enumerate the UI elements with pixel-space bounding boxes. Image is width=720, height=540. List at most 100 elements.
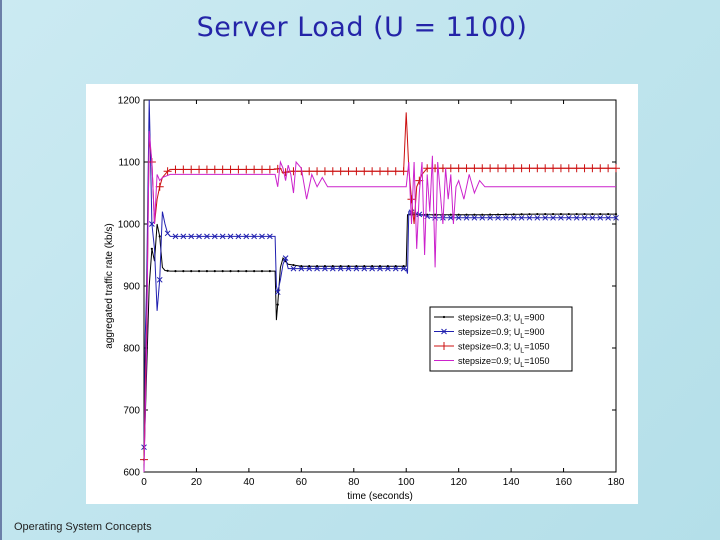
series-2-marker (518, 214, 525, 221)
series-3-marker (163, 167, 172, 176)
legend-item: stepsize=0.3; UL=1050 (434, 342, 549, 355)
series-1-marker (205, 270, 209, 273)
series-3-marker (218, 165, 227, 174)
series-3-marker (501, 164, 510, 173)
series-2-marker (581, 214, 588, 221)
series-3-marker (478, 164, 487, 173)
series-2-marker (392, 265, 399, 272)
series-3-marker (596, 164, 605, 173)
series-2-marker (416, 211, 423, 218)
series-3-marker (509, 164, 518, 173)
x-tick-label: 40 (243, 477, 255, 488)
series-1-marker (402, 265, 405, 268)
plot-area (143, 99, 617, 473)
series-3-marker (541, 164, 550, 173)
series-3-marker (202, 165, 211, 174)
series-3-marker (376, 167, 384, 176)
series-2-marker (597, 214, 604, 221)
series-1-marker (489, 213, 492, 216)
series-3-marker (391, 167, 400, 176)
series-1-marker (300, 265, 303, 268)
x-tick-label: 100 (398, 477, 415, 488)
series-2-marker (282, 255, 289, 261)
series-3-marker (415, 176, 424, 185)
series-1-marker (276, 303, 279, 306)
series-1-marker (315, 265, 319, 268)
series-1-marker (260, 270, 264, 273)
legend-swatch-marker (440, 342, 448, 350)
series-1-marker (371, 265, 374, 268)
series-2-marker (314, 265, 320, 272)
series-3-marker (580, 164, 589, 173)
series-3-marker (470, 164, 479, 173)
slide-footer: Operating System Concepts (14, 521, 152, 533)
legend-label: stepsize=0.3; UL=1050 (458, 342, 549, 355)
series-3-marker (494, 164, 502, 173)
y-tick-label: 1100 (118, 158, 140, 169)
series-2-marker (164, 230, 171, 237)
y-axis-label: aggregated traffic rate (kb/s) (104, 223, 115, 348)
series-2-marker (377, 265, 383, 272)
series-2-marker (385, 265, 391, 272)
series-2-marker (495, 214, 501, 221)
series-2-marker (259, 233, 265, 240)
series-3-marker (588, 164, 597, 173)
series-2-marker (479, 214, 486, 221)
series-1-marker (567, 212, 570, 216)
series-3-marker (234, 165, 243, 174)
series-2-marker (550, 214, 556, 221)
series-2-marker (589, 214, 596, 221)
series-1-marker (355, 265, 358, 268)
x-tick-label: 60 (296, 477, 308, 488)
series-4 (143, 130, 616, 473)
x-tick-label: 180 (608, 477, 625, 488)
series-2-marker (211, 233, 218, 240)
series-3-marker (446, 164, 455, 173)
series-1-marker (481, 213, 484, 216)
series-3-marker (289, 167, 298, 176)
series-3-marker (320, 167, 329, 176)
series-3-marker (360, 167, 369, 176)
series-2-marker (361, 265, 368, 272)
series-2-marker (267, 233, 273, 240)
series-2-marker (400, 265, 407, 272)
y-tick-label: 700 (123, 406, 140, 417)
series-2-marker (196, 233, 202, 240)
series-1-marker (536, 212, 539, 216)
series-1-marker (512, 213, 515, 216)
series-1-marker (386, 265, 389, 268)
series-1-marker (237, 270, 240, 273)
legend-item: stepsize=0.9; UL=1050 (434, 356, 549, 369)
series-2-marker (156, 276, 163, 283)
series-3-marker (549, 164, 558, 173)
series-2-marker (274, 289, 281, 296)
series-3-marker (250, 165, 259, 174)
y-tick-label: 800 (123, 344, 140, 355)
series-2-marker (542, 214, 549, 221)
series-2-marker (329, 265, 336, 272)
series-2-marker (369, 265, 375, 272)
series-3-marker (273, 164, 282, 173)
series-2-marker (149, 221, 155, 227)
series-1-marker (599, 212, 602, 216)
x-tick-label: 140 (503, 477, 520, 488)
series-2-marker (251, 233, 257, 240)
series-2-marker (573, 214, 580, 221)
x-tick-label: 0 (141, 477, 147, 488)
y-tick-label: 1000 (118, 220, 141, 231)
series-3-marker (328, 167, 337, 176)
series-2-marker (534, 214, 541, 221)
x-axis-label: time (seconds) (347, 491, 413, 502)
series-1-marker (268, 270, 271, 273)
series-3-marker (265, 165, 274, 174)
series-1-marker (528, 213, 531, 216)
series-1-marker (465, 213, 468, 216)
series-2-marker (463, 214, 470, 221)
series-2-marker (565, 214, 572, 221)
series-3-marker (556, 164, 565, 173)
series-2-marker (306, 265, 313, 272)
series-1-marker (544, 212, 547, 216)
series-3-marker (336, 167, 345, 176)
series-1-marker (551, 212, 555, 216)
x-tick-label: 80 (348, 477, 360, 488)
